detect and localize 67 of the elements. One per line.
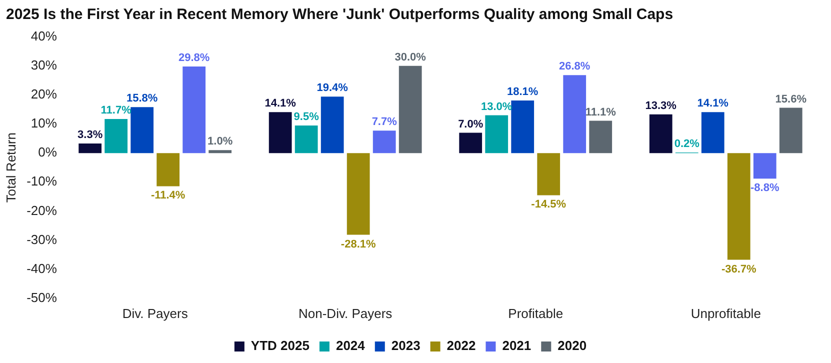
- data-label: 15.6%: [775, 93, 807, 106]
- data-label: 7.7%: [372, 116, 398, 128]
- data-label: 14.1%: [264, 98, 296, 110]
- y-tick-label: -10%: [26, 174, 58, 189]
- data-label: 1.0%: [208, 136, 233, 148]
- x-tick-label: Profitable: [508, 306, 564, 321]
- bar: [130, 107, 154, 154]
- y-tick-label: -50%: [26, 290, 58, 305]
- legend-label: 2023: [391, 338, 420, 354]
- bar: [537, 153, 560, 196]
- data-label: 13.3%: [645, 100, 677, 112]
- data-label: 30.0%: [394, 51, 426, 64]
- bar: [589, 120, 612, 154]
- y-tick-label: 20%: [30, 86, 58, 102]
- bar: [268, 112, 292, 154]
- data-label: 0.2%: [674, 138, 700, 150]
- data-label: -36.7%: [721, 263, 757, 276]
- data-label: 29.8%: [178, 52, 210, 64]
- data-label: -28.1%: [340, 238, 376, 250]
- bar: [372, 130, 396, 154]
- bar: [701, 112, 724, 154]
- bar: [78, 143, 102, 154]
- bar: [779, 108, 802, 154]
- data-label: -11.4%: [150, 190, 186, 202]
- legend-label: 2020: [558, 338, 587, 354]
- data-label: 9.5%: [294, 110, 320, 123]
- bar: [104, 119, 128, 154]
- data-label: 11.1%: [585, 106, 616, 118]
- data-label: 26.8%: [559, 60, 590, 73]
- x-tick-label: Div. Payers: [122, 306, 188, 321]
- y-tick-label: 30%: [30, 57, 58, 72]
- legend-label: 2024: [336, 338, 366, 354]
- bar: [753, 153, 776, 179]
- bar: [156, 153, 180, 186]
- data-label: 15.8%: [126, 92, 158, 105]
- chart-title: 2025 Is the First Year in Recent Memory Where 'Junk' Outperforms Quality among Small Caps: [6, 6, 674, 23]
- data-label: 19.4%: [316, 82, 348, 94]
- y-tick-label: -40%: [26, 260, 58, 276]
- legend-label: 2022: [446, 338, 476, 354]
- bar: [459, 132, 482, 154]
- x-tick-label: Unprofitable: [690, 306, 761, 321]
- bar: [208, 150, 232, 154]
- bar: [398, 66, 422, 154]
- data-label: 3.3%: [78, 129, 103, 142]
- data-label: 18.1%: [507, 86, 538, 98]
- bar: [727, 153, 750, 260]
- bar: [320, 96, 344, 154]
- y-tick-label: -20%: [26, 202, 58, 218]
- y-tick-label: 10%: [30, 116, 58, 131]
- data-label: -8.8%: [750, 182, 780, 194]
- bar: [294, 125, 318, 154]
- bar: [511, 100, 534, 154]
- bar: [346, 153, 370, 235]
- data-label: -14.5%: [531, 198, 566, 211]
- x-tick-label: Non-Div. Payers: [298, 306, 393, 321]
- bar: [649, 114, 672, 154]
- legend-label: 2021: [502, 338, 532, 354]
- bar: [563, 75, 586, 154]
- data-label: 7.0%: [458, 118, 484, 130]
- legend-label: YTD 2025: [250, 338, 310, 354]
- y-tick-label: 0%: [38, 144, 58, 160]
- data-label: 14.1%: [697, 98, 729, 110]
- y-tick-label: 40%: [30, 28, 58, 44]
- bar: [182, 66, 206, 154]
- bar: [485, 115, 508, 154]
- y-axis-title: Total Return: [3, 132, 18, 203]
- y-tick-label: -30%: [26, 232, 58, 247]
